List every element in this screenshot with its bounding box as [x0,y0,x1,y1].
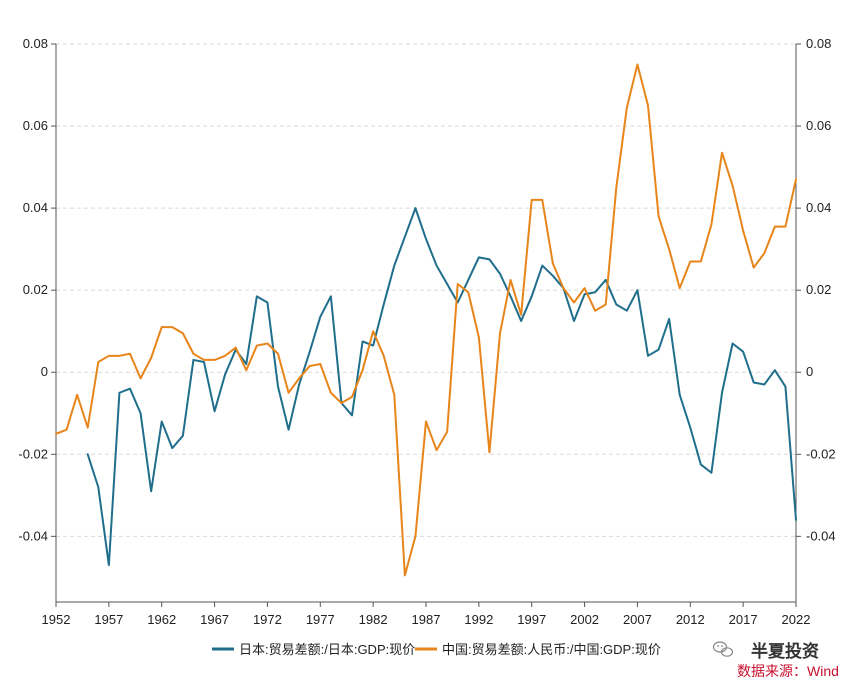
watermark: 半夏投资 数据来源：Wind [712,641,839,679]
y-tick-label-left: 0.04 [23,200,48,215]
y-tick-label-right: 0.08 [806,36,831,51]
watermark-title: 半夏投资 [751,641,819,661]
y-tick-label-left: 0.08 [23,36,48,51]
y-tick-label-right: 0.06 [806,118,831,133]
x-tick-label: 1967 [200,612,229,627]
x-tick-label: 1987 [412,612,441,627]
series-line-1 [55,63,797,577]
y-tick-label-left: -0.04 [18,528,48,543]
x-tick-label: 1992 [464,612,493,627]
y-tick-label-right: -0.04 [806,528,836,543]
legend-label-0: 日本:贸易差额:/日本:GDP:现价 [239,642,415,657]
y-tick-label-left: -0.02 [18,446,48,461]
x-tick-label: 2022 [782,612,811,627]
series-lines [55,63,797,577]
y-tick-label-left: 0 [41,364,48,379]
x-tick-label: 1957 [94,612,123,627]
gridlines [56,43,796,537]
y-tick-label-left: 0.02 [23,282,48,297]
x-tick-label: 2002 [570,612,599,627]
x-tick-label: 1997 [517,612,546,627]
y-tick-label-right: -0.02 [806,446,836,461]
x-tick-label: 2012 [676,612,705,627]
legend-label-1: 中国:贸易差额:人民币:/中国:GDP:现价 [442,642,661,657]
x-tick-label: 2007 [623,612,652,627]
x-tick-label: 1982 [359,612,388,627]
y-tick-label-right: 0.04 [806,200,831,215]
tick-labels: 0.08 0.06 0.04 0.02 0 -0.02 -0.04 0.08 0.06 0.04 0… [18,36,835,627]
y-tick-label-right: 0 [806,364,813,379]
axes [51,43,801,607]
series-line-0 [86,207,797,567]
watermark-source: 数据来源：Wind [737,663,839,679]
y-tick-label-left: 0.06 [23,118,48,133]
x-tick-label: 1977 [306,612,335,627]
x-tick-label: 1972 [253,612,282,627]
x-tick-label: 2017 [729,612,758,627]
wechat-icon [712,641,734,657]
x-tick-label: 1962 [147,612,176,627]
y-tick-label-right: 0.02 [806,282,831,297]
legend: 日本:贸易差额:/日本:GDP:现价 中国:贸易差额:人民币:/中国:GDP:现价 [212,642,661,657]
x-tick-label: 1952 [42,612,71,627]
